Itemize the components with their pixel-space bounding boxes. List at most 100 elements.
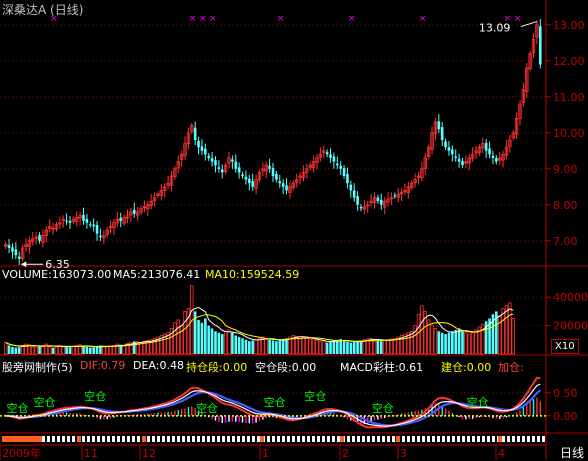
candle-body-down — [217, 167, 221, 169]
time-bar-cell — [362, 436, 365, 442]
candle-body-down — [17, 256, 21, 259]
time-bar-cell — [122, 436, 125, 442]
volume-bar-down — [349, 342, 353, 354]
time-bar-cell — [412, 436, 415, 442]
volume-bar-up — [135, 341, 140, 355]
volume-bar-up — [115, 343, 120, 355]
volume-bar-up — [322, 341, 326, 355]
candle-body-up — [315, 157, 319, 163]
volume-bar-up — [470, 332, 475, 355]
volume-bar-up — [166, 332, 170, 355]
candle-body-up — [477, 146, 482, 154]
time-bar-cell — [87, 436, 90, 442]
volume-bar-up — [34, 347, 38, 355]
candle-body-down — [444, 141, 447, 148]
candle-body-up — [129, 211, 133, 216]
dotted-gridlines — [0, 24, 546, 417]
volume-bar-down — [200, 322, 204, 354]
candle-body-down — [92, 224, 95, 227]
volume-bar-up — [308, 338, 312, 355]
candle-body-down — [484, 142, 488, 151]
low-arrow — [21, 261, 27, 268]
candle-body-up — [41, 234, 45, 243]
volume-bar-down — [197, 319, 200, 354]
volume-bar-down — [14, 347, 18, 354]
low-price-label: 6.35 — [45, 258, 69, 271]
candle-body-up — [71, 218, 76, 222]
candle-body-down — [376, 197, 380, 202]
volume-bar-down — [244, 339, 248, 354]
volume-bar-up — [413, 325, 417, 355]
signal-marker: × — [50, 14, 58, 24]
volume-bar-down — [268, 339, 271, 354]
volume-ma10-line — [5, 313, 514, 347]
volume-bar-up — [511, 318, 515, 355]
volume-bar-down — [444, 334, 447, 354]
time-bar-cell — [452, 436, 455, 442]
candle-body-down — [339, 165, 342, 169]
time-bar-cell — [172, 436, 175, 442]
time-bar-cell — [132, 436, 135, 442]
time-bar-cell — [82, 436, 85, 442]
candle-body-up — [481, 143, 485, 149]
candle-body-up — [301, 171, 306, 178]
volume-bar-up — [47, 346, 52, 355]
volume-bar-down — [82, 345, 85, 354]
volume-bar-down — [271, 340, 275, 354]
volume-bar-down — [335, 339, 339, 354]
time-tick-label: 12 — [142, 447, 156, 460]
period-label[interactable]: 日线 — [560, 446, 585, 460]
volume-bar-up — [129, 342, 133, 355]
volume-bar-up — [54, 346, 59, 355]
time-bar-cell — [102, 436, 105, 442]
time-bar-cell — [237, 436, 240, 442]
volume-bar-down — [488, 318, 491, 354]
volume-bar-up — [433, 328, 438, 355]
candle-body-up — [186, 132, 191, 145]
candle-body-down — [281, 183, 285, 187]
time-bar-cell — [322, 436, 325, 442]
candle-body-up — [159, 189, 164, 196]
candle-body-down — [332, 156, 336, 162]
candle-body-up — [403, 189, 407, 192]
volume-bar-down — [51, 347, 55, 354]
candlestick-series — [3, 19, 542, 265]
volume-bar-down — [85, 346, 89, 354]
candle-body-up — [433, 121, 438, 134]
signal-marker: × — [277, 14, 285, 24]
candle-body-down — [11, 247, 14, 252]
candle-body-down — [440, 127, 444, 140]
candle-body-down — [285, 185, 288, 191]
time-bar-cell — [367, 436, 370, 442]
time-bar-cell — [402, 436, 405, 442]
volume-bar-down — [457, 328, 461, 354]
volume-bar-up — [223, 330, 228, 355]
candle-body-down — [251, 181, 254, 187]
volume-bar-up — [176, 319, 180, 355]
candle-body-up — [406, 186, 411, 193]
candle-body-down — [210, 158, 214, 162]
volume-bar-up — [294, 335, 299, 355]
candle-body-down — [82, 214, 85, 221]
candle-body-up — [423, 157, 427, 170]
volume-bar-up — [393, 337, 397, 355]
candle-body-down — [244, 176, 248, 180]
time-bar-cell — [427, 436, 430, 442]
time-bar-cell — [317, 436, 320, 442]
candle-body-down — [356, 196, 359, 205]
candle-body-down — [214, 160, 217, 166]
candle-body-up — [362, 206, 367, 210]
candle-body-up — [288, 186, 292, 193]
candle-body-up — [426, 146, 431, 157]
candle-body-down — [68, 221, 72, 223]
candle-body-up — [166, 182, 170, 186]
candle-body-up — [305, 168, 309, 173]
volume-bar-down — [132, 341, 136, 354]
candle-body-up — [372, 197, 377, 204]
candle-body-up — [176, 161, 180, 169]
candle-body-down — [231, 159, 234, 162]
time-bar-cell — [247, 436, 250, 442]
volume-bar-down — [210, 328, 214, 354]
